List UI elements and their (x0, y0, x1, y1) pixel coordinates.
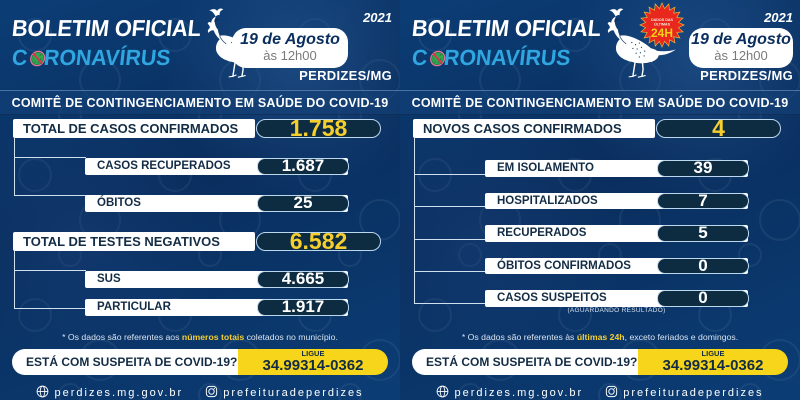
svg-text:24H: 24H (651, 26, 673, 40)
svg-text:DADOS DAS: DADOS DAS (651, 18, 674, 22)
